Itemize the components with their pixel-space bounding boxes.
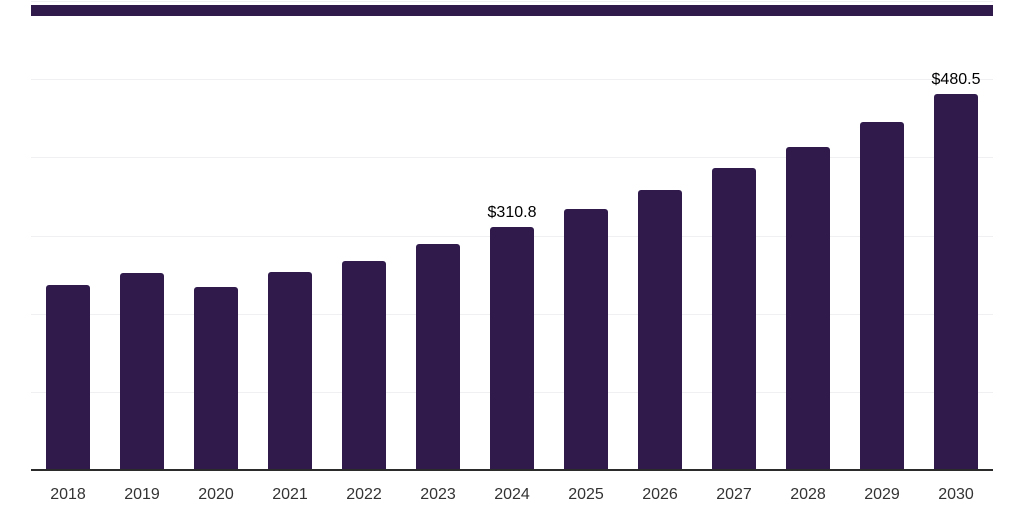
- x-tick-label-2027: 2027: [716, 486, 752, 503]
- x-tick-label-2028: 2028: [790, 486, 826, 503]
- bar-2022: [342, 261, 386, 470]
- x-tick-label-2026: 2026: [642, 486, 678, 503]
- x-tick-label-2023: 2023: [420, 486, 456, 503]
- x-tick-label-2021: 2021: [272, 486, 308, 503]
- x-tick-label-2030: 2030: [938, 486, 974, 503]
- x-tick-label-2020: 2020: [198, 486, 234, 503]
- x-tick-label-2024: 2024: [494, 486, 530, 503]
- bar-2020: [194, 287, 238, 470]
- bar-2027: [712, 168, 756, 470]
- gridline: [31, 1, 993, 2]
- x-tick-label-2025: 2025: [568, 486, 604, 503]
- gridline: [31, 79, 993, 80]
- bar-value-label: $310.8: [487, 204, 537, 221]
- bar-2019: [120, 273, 164, 470]
- x-tick-label-2029: 2029: [864, 486, 900, 503]
- x-tick-label-2018: 2018: [50, 486, 86, 503]
- bar-2023: [416, 244, 460, 470]
- bar-2021: [268, 272, 312, 470]
- bar-2030: [934, 94, 978, 470]
- bar-2028: [786, 147, 830, 470]
- x-tick-label-2022: 2022: [346, 486, 382, 503]
- bar-value-label: $480.5: [931, 71, 981, 88]
- x-axis-line: [31, 469, 993, 471]
- bar-2018: [46, 285, 90, 470]
- bar-2024: [490, 227, 534, 470]
- gridline: [31, 157, 993, 158]
- bar-2026: [638, 190, 682, 470]
- bar-2025: [564, 209, 608, 470]
- top-accent-bar: [31, 5, 993, 16]
- x-tick-label-2019: 2019: [124, 486, 160, 503]
- bar-2029: [860, 122, 904, 470]
